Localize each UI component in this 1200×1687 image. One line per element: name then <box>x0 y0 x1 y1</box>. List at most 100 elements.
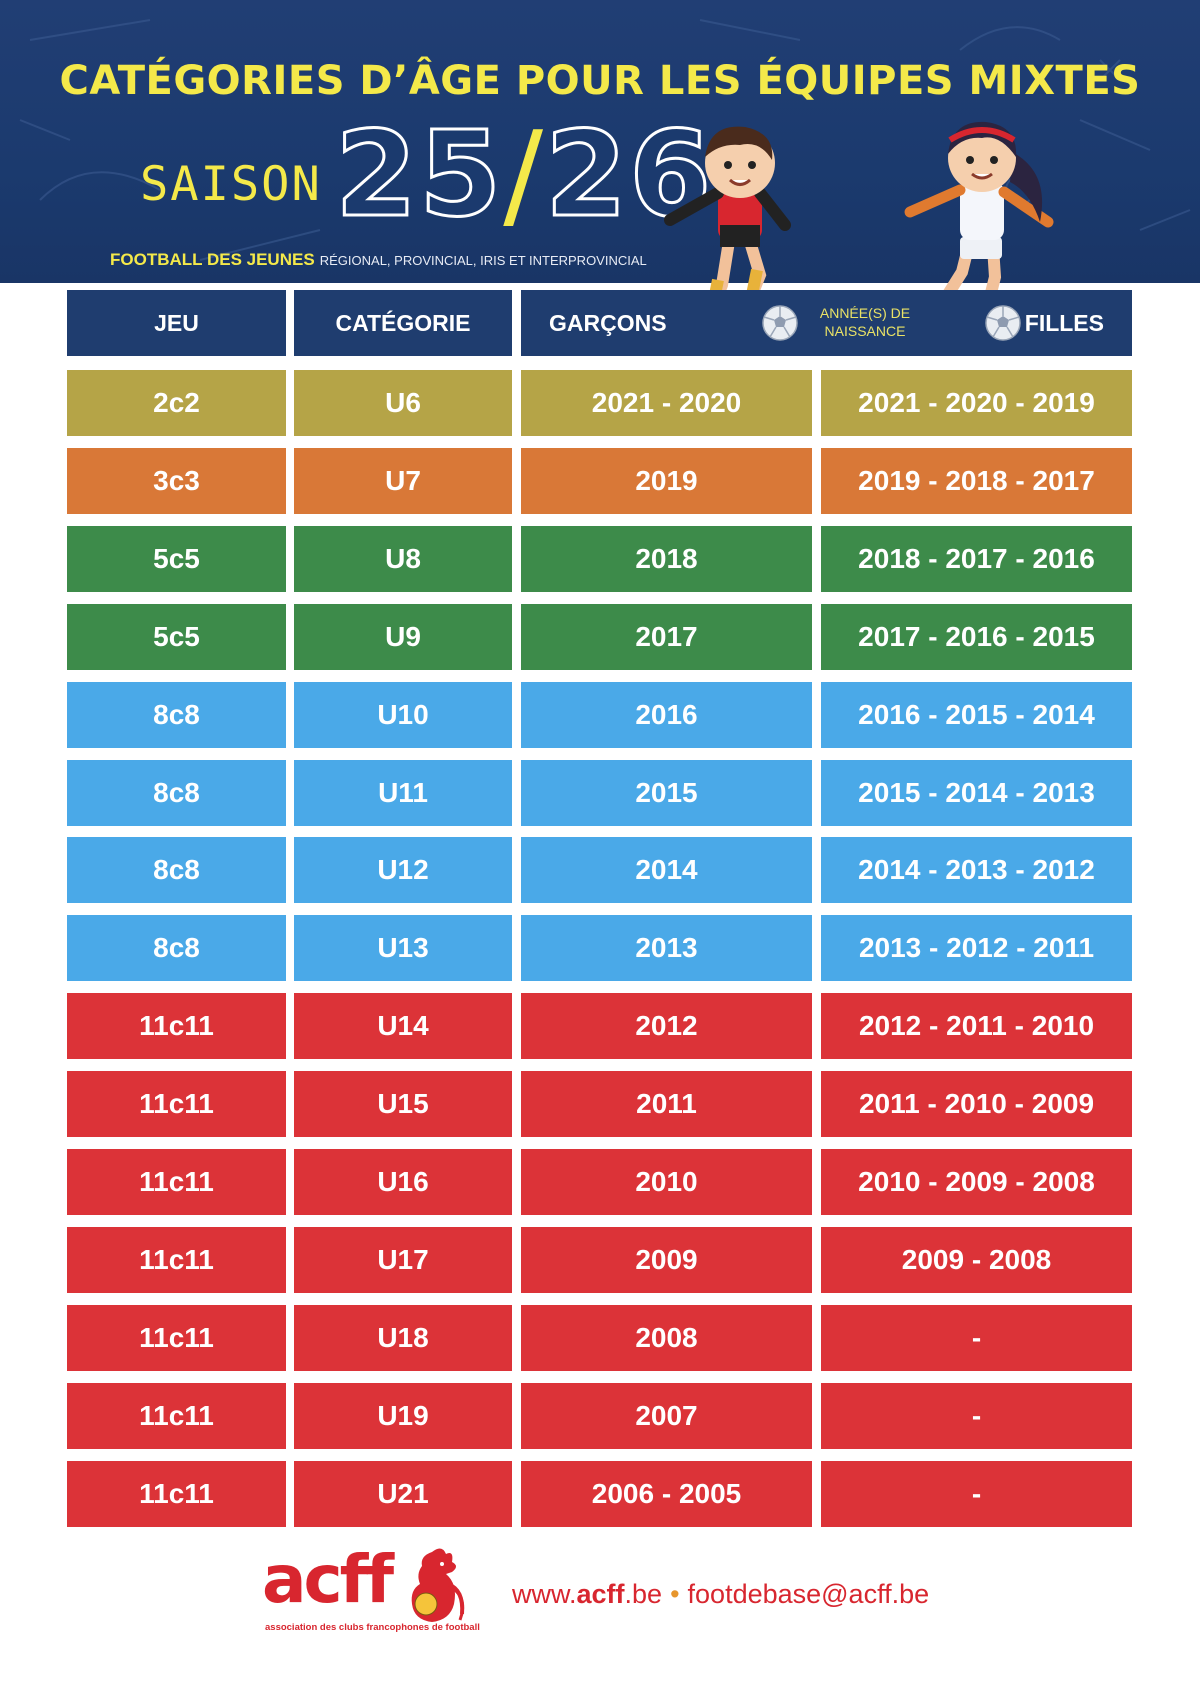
cell-garcons: 2016 <box>521 682 812 748</box>
cell-categorie: U18 <box>294 1305 512 1371</box>
table-row: 11c11 U18 2008- <box>67 1305 1132 1371</box>
cell-filles: 2019 - 2018 - 2017 <box>821 448 1132 514</box>
header-cell-birth-years: GARÇONS ANNÉE(S) DE NAISSANCE FILLES <box>521 290 1132 356</box>
cell-categorie: U6 <box>294 370 512 436</box>
cell-filles: 2013 - 2012 - 2011 <box>821 915 1132 981</box>
table-row: 5c5 U8 2018 2018 - 2017 - 2016 <box>67 526 1132 592</box>
cell-garcons: 2006 - 2005 <box>521 1461 812 1527</box>
url-domain: acff <box>576 1579 625 1609</box>
cell-garcons: 2013 <box>521 915 812 981</box>
cell-filles: 2015 - 2014 - 2013 <box>821 760 1132 826</box>
table-row: 3c3 U7 2019 2019 - 2018 - 2017 <box>67 448 1132 514</box>
cell-filles: 2016 - 2015 - 2014 <box>821 682 1132 748</box>
cell-jeu: 2c2 <box>67 370 286 436</box>
cell-jeu: 3c3 <box>67 448 286 514</box>
url-suffix: .be <box>624 1579 663 1609</box>
cell-jeu: 11c11 <box>67 993 286 1059</box>
table-row: 8c8 U12 2014 2014 - 2013 - 2012 <box>67 837 1132 903</box>
cell-garcons: 2011 <box>521 1071 812 1137</box>
page-title: CATÉGORIES D’ÂGE POUR LES ÉQUIPES MIXTES <box>59 58 1141 104</box>
header-birth-years-label: ANNÉE(S) DE NAISSANCE <box>813 304 917 340</box>
cell-jeu: 5c5 <box>67 526 286 592</box>
cell-jeu: 8c8 <box>67 915 286 981</box>
cell-garcons: 2009 <box>521 1227 812 1293</box>
cell-jeu: 11c11 <box>67 1149 286 1215</box>
season-slash: / <box>503 105 545 243</box>
table-row: 11c11 U15 2011 2011 - 2010 - 2009 <box>67 1071 1132 1137</box>
table-row: 8c8 U10 2016 2016 - 2015 - 2014 <box>67 682 1132 748</box>
table-row: 11c11 U16 2010 2010 - 2009 - 2008 <box>67 1149 1132 1215</box>
url-prefix: www. <box>512 1579 577 1609</box>
rooster-icon <box>411 1548 465 1622</box>
header-garcons-label: GARÇONS <box>549 310 667 336</box>
cell-categorie: U8 <box>294 526 512 592</box>
cell-jeu: 8c8 <box>67 682 286 748</box>
cell-jeu: 11c11 <box>67 1227 286 1293</box>
cell-filles: 2017 - 2016 - 2015 <box>821 604 1132 670</box>
separator-dot: • <box>670 1579 680 1609</box>
cell-filles: 2012 - 2011 - 2010 <box>821 993 1132 1059</box>
cell-categorie: U13 <box>294 915 512 981</box>
cell-filles: 2011 - 2010 - 2009 <box>821 1071 1132 1137</box>
cell-filles: 2010 - 2009 - 2008 <box>821 1149 1132 1215</box>
table-row: 11c11 U19 2007- <box>67 1383 1132 1449</box>
cell-garcons: 2017 <box>521 604 812 670</box>
acff-logo: acff association des clubs francophones … <box>262 1540 502 1640</box>
cell-jeu: 8c8 <box>67 837 286 903</box>
cell-garcons: 2010 <box>521 1149 812 1215</box>
cell-filles: 2021 - 2020 - 2019 <box>821 370 1132 436</box>
subtitle: FOOTBALL DES JEUNES RÉGIONAL, PROVINCIAL… <box>110 250 647 270</box>
cell-jeu: 11c11 <box>67 1305 286 1371</box>
table-row: 11c11 U14 2012 2012 - 2011 - 2010 <box>67 993 1132 1059</box>
cell-categorie: U7 <box>294 448 512 514</box>
chalkboard-texture <box>19 19 1191 261</box>
header-categorie-label: CATÉGORIE <box>335 310 471 336</box>
cell-categorie: U17 <box>294 1227 512 1293</box>
cell-categorie: U16 <box>294 1149 512 1215</box>
season-number: 25/26 <box>333 109 713 240</box>
soccer-ball-icon <box>985 305 1021 341</box>
soccer-ball-icon <box>762 305 798 341</box>
cell-categorie: U15 <box>294 1071 512 1137</box>
cell-garcons: 2021 - 2020 <box>521 370 812 436</box>
birth-years-line-1: ANNÉE(S) DE <box>819 305 911 321</box>
cell-categorie: U10 <box>294 682 512 748</box>
cell-categorie: U11 <box>294 760 512 826</box>
table-row: 5c5 U9 2017 2017 - 2016 - 2015 <box>67 604 1132 670</box>
website-link[interactable]: www.acff.be <box>512 1579 662 1609</box>
table-row: 8c8 U11 2015 2015 - 2014 - 2013 <box>67 760 1132 826</box>
cell-categorie: U19 <box>294 1383 512 1449</box>
logo-tagline: association des clubs francophones de fo… <box>265 1622 480 1633</box>
table-row: 2c2 U6 2021 - 2020 2021 - 2020 - 2019 <box>67 370 1132 436</box>
table-row: 11c11 U17 2009 2009 - 2008 <box>67 1227 1132 1293</box>
cell-jeu: 5c5 <box>67 604 286 670</box>
cell-filles: 2014 - 2013 - 2012 <box>821 837 1132 903</box>
cell-filles: - <box>821 1305 1132 1371</box>
cell-filles: - <box>821 1461 1132 1527</box>
cell-garcons: 2015 <box>521 760 812 826</box>
birth-years-line-2: NAISSANCE <box>824 323 906 339</box>
logo-wordmark: acff <box>262 1541 394 1618</box>
contact-line: www.acff.be • footdebase@acff.be <box>512 1579 929 1610</box>
cell-garcons: 2012 <box>521 993 812 1059</box>
table-row: 11c11 U21 2006 - 2005- <box>67 1461 1132 1527</box>
header-jeu-label: JEU <box>154 310 199 336</box>
cell-jeu: 8c8 <box>67 760 286 826</box>
cell-garcons: 2019 <box>521 448 812 514</box>
header-cell-categorie: CATÉGORIE <box>294 290 512 356</box>
cell-jeu: 11c11 <box>67 1383 286 1449</box>
cell-categorie: U9 <box>294 604 512 670</box>
subtitle-strong: FOOTBALL DES JEUNES <box>110 250 315 269</box>
cell-jeu: 11c11 <box>67 1461 286 1527</box>
cell-garcons: 2014 <box>521 837 812 903</box>
cell-garcons: 2018 <box>521 526 812 592</box>
email-link[interactable]: footdebase@acff.be <box>687 1579 930 1609</box>
cell-jeu: 11c11 <box>67 1071 286 1137</box>
cell-garcons: 2007 <box>521 1383 812 1449</box>
cell-categorie: U14 <box>294 993 512 1059</box>
cell-categorie: U12 <box>294 837 512 903</box>
cell-filles: - <box>821 1383 1132 1449</box>
cell-filles: 2018 - 2017 - 2016 <box>821 526 1132 592</box>
girl-player-illustration <box>904 121 1054 329</box>
cell-garcons: 2008 <box>521 1305 812 1371</box>
